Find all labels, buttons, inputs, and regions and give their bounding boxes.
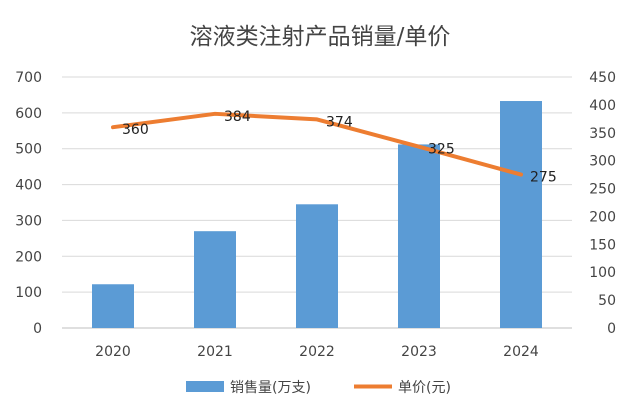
price-data-label: 275 bbox=[530, 170, 557, 186]
left-tick-label: 500 bbox=[15, 142, 42, 158]
price-line bbox=[111, 111, 523, 177]
right-tick-label: 400 bbox=[589, 98, 616, 114]
right-tick-label: 100 bbox=[589, 265, 616, 281]
right-tick-label: 200 bbox=[589, 209, 616, 225]
bar-series bbox=[92, 101, 542, 328]
left-tick-label: 200 bbox=[15, 249, 42, 265]
left-tick-label: 0 bbox=[33, 321, 42, 337]
category-label: 2020 bbox=[95, 344, 131, 360]
left-tick-label: 400 bbox=[15, 178, 42, 194]
legend-label-sales: 销售量(万支) bbox=[230, 380, 311, 396]
x-axis: 2020 2021 2022 2023 2024 bbox=[95, 344, 539, 360]
category-label: 2024 bbox=[503, 344, 539, 360]
right-y-axis: 0 50 100 150 200 250 300 350 400 450 bbox=[589, 70, 616, 337]
legend-swatch-sales bbox=[186, 381, 224, 392]
bar-2021 bbox=[194, 231, 236, 328]
category-label: 2021 bbox=[197, 344, 233, 360]
right-tick-label: 450 bbox=[589, 70, 616, 86]
price-data-label: 374 bbox=[326, 114, 353, 130]
bar-2020 bbox=[92, 284, 134, 328]
right-tick-label: 250 bbox=[589, 182, 616, 198]
price-data-label: 360 bbox=[122, 122, 149, 138]
left-tick-label: 600 bbox=[15, 106, 42, 122]
line-series bbox=[111, 111, 523, 177]
bar-2024 bbox=[500, 101, 542, 328]
left-y-axis: 0 100 200 300 400 500 600 700 bbox=[15, 70, 42, 337]
left-tick-label: 100 bbox=[15, 285, 42, 301]
category-label: 2022 bbox=[299, 344, 335, 360]
left-tick-label: 300 bbox=[15, 213, 42, 229]
legend-label-price: 单价(元) bbox=[398, 380, 451, 396]
price-data-label: 325 bbox=[428, 142, 455, 158]
line-data-labels: 360 384 374 325 275 bbox=[122, 109, 557, 186]
right-tick-label: 50 bbox=[598, 293, 616, 309]
left-tick-label: 700 bbox=[15, 70, 42, 86]
price-data-label: 384 bbox=[224, 109, 251, 125]
bar-2022 bbox=[296, 204, 338, 328]
right-tick-label: 150 bbox=[589, 237, 616, 253]
right-tick-label: 300 bbox=[589, 154, 616, 170]
bar-2023 bbox=[398, 144, 440, 328]
right-tick-label: 350 bbox=[589, 126, 616, 142]
legend: 销售量(万支) 单价(元) bbox=[186, 380, 451, 396]
category-label: 2023 bbox=[401, 344, 437, 360]
chart-title: 溶液类注射产品销量/单价 bbox=[190, 24, 451, 50]
right-tick-label: 0 bbox=[607, 321, 616, 337]
